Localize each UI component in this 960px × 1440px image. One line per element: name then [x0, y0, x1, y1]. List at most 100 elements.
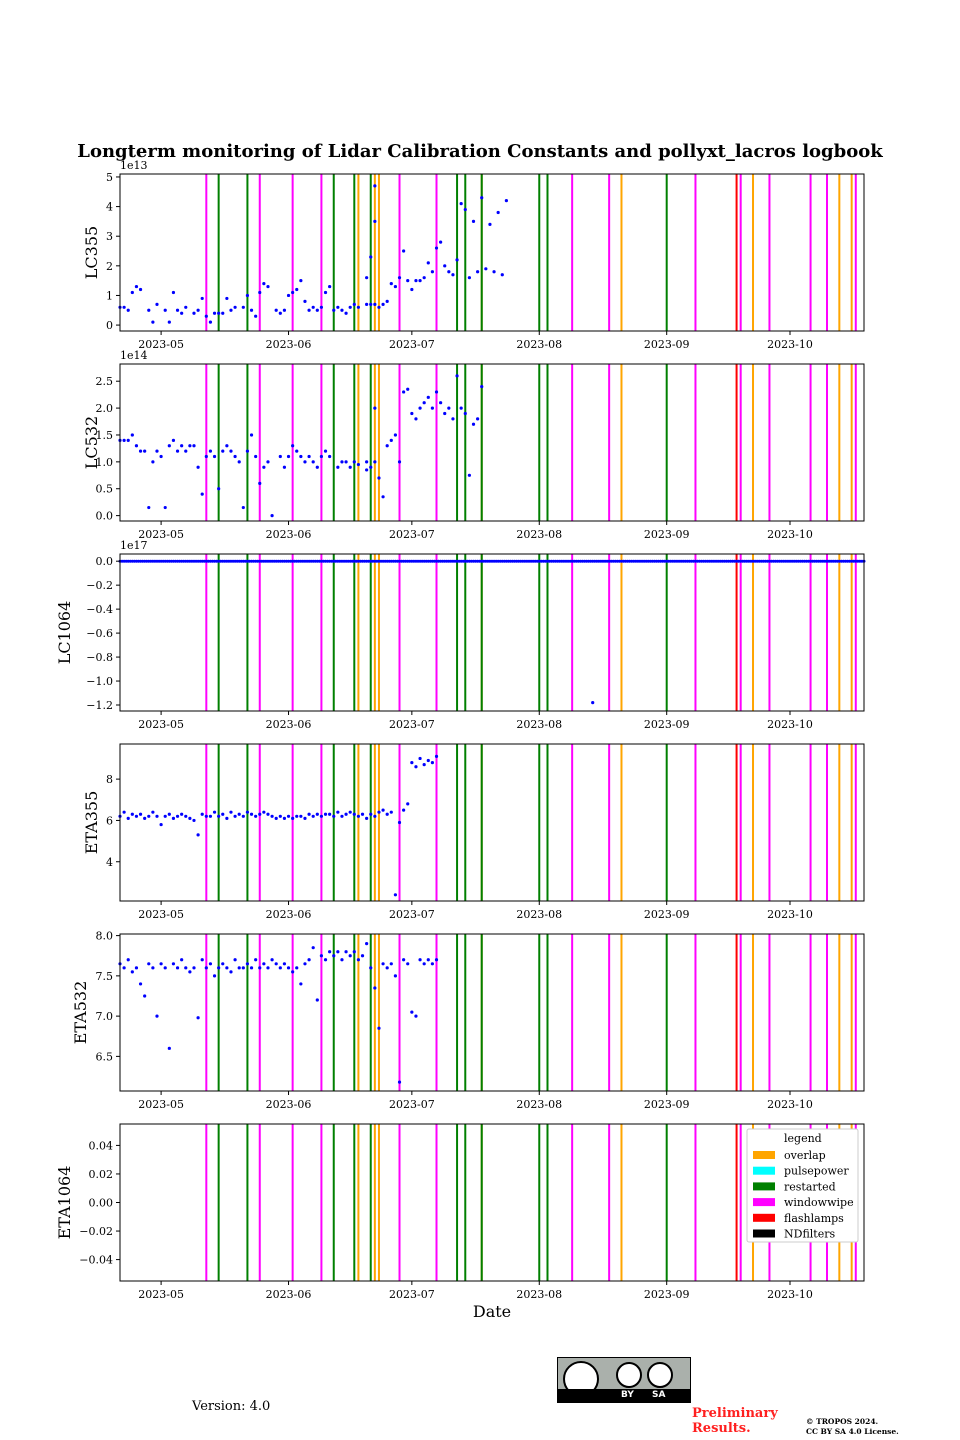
legend-swatch-overlap [753, 1151, 775, 1159]
data-point [149, 559, 153, 563]
data-point [406, 279, 410, 283]
data-point [397, 820, 402, 825]
data-point [393, 284, 398, 289]
y-tick-label: 7.0 [96, 1010, 114, 1023]
data-point [303, 962, 307, 966]
data-point [393, 559, 397, 563]
data-point [344, 950, 348, 954]
y-tick-label: 6.5 [96, 1050, 114, 1063]
data-point [465, 559, 469, 563]
data-point [120, 559, 124, 563]
data-point [482, 559, 486, 563]
data-point [319, 559, 323, 563]
data-point [677, 559, 681, 563]
data-point [196, 308, 200, 312]
data-point [287, 559, 291, 563]
data-point [134, 814, 139, 818]
x-tick-label: 2023-09 [644, 528, 690, 541]
cc-sa-label: SA [652, 1390, 666, 1400]
data-point [484, 559, 488, 563]
data-point [221, 449, 225, 453]
data-point [611, 559, 615, 563]
data-point [278, 966, 282, 970]
data-point [753, 559, 757, 563]
data-point [467, 276, 471, 280]
data-point [182, 559, 186, 563]
data-point [449, 559, 453, 563]
data-point [767, 559, 771, 563]
data-point [706, 559, 710, 563]
data-point [126, 438, 130, 442]
data-point [208, 449, 213, 453]
data-point [381, 808, 385, 812]
data-point [324, 559, 328, 563]
data-point [274, 816, 278, 820]
data-point [455, 559, 459, 563]
data-point [167, 444, 171, 448]
data-point [400, 559, 404, 563]
data-point [463, 411, 467, 416]
data-point [373, 219, 377, 223]
data-point [176, 559, 180, 563]
x-axis-label: Date [473, 1302, 511, 1321]
data-point [301, 559, 305, 563]
data-point [303, 559, 307, 563]
data-point [418, 406, 422, 410]
data-point [774, 559, 778, 563]
share-alike-icon [647, 1362, 673, 1388]
data-point [428, 559, 432, 563]
data-point [819, 559, 823, 563]
data-point [564, 559, 568, 563]
x-tick-label: 2023-09 [644, 1288, 690, 1301]
data-point [545, 559, 549, 563]
data-point [233, 958, 237, 962]
data-point [249, 433, 254, 437]
data-point [463, 559, 467, 563]
x-tick-label: 2023-06 [266, 908, 312, 921]
panel-eta355: 4 6 8 2023-05 2023-06 2023-07 2023-08 2023-09 20… [82, 743, 865, 921]
data-point [155, 559, 159, 563]
data-point [169, 559, 173, 563]
data-point [422, 276, 426, 280]
chart-title: Longterm monitoring of Lidar Calibration… [77, 141, 883, 162]
y-tick-label: −0.2 [86, 579, 113, 592]
data-point [272, 559, 276, 563]
data-point [772, 559, 776, 563]
data-point [307, 308, 311, 312]
data-point [601, 559, 605, 563]
data-point [229, 308, 233, 312]
data-point [233, 559, 237, 563]
data-point [603, 559, 607, 563]
data-point [443, 411, 447, 416]
data-point [700, 559, 704, 563]
data-point [804, 559, 808, 563]
data-point [196, 833, 200, 837]
data-point [268, 559, 272, 563]
data-point [568, 559, 572, 563]
data-point [212, 810, 217, 814]
data-point [369, 812, 373, 816]
panel-eta532: 6.5 7.0 7.5 8.0 2023-05 2023-06 2023-07 2023-08… [71, 930, 865, 1111]
data-point [262, 282, 266, 286]
data-point [523, 559, 527, 563]
data-point [811, 559, 815, 563]
data-point [184, 966, 188, 970]
data-point [443, 559, 447, 563]
data-point [249, 966, 254, 970]
data-point [136, 559, 140, 563]
data-point [406, 559, 410, 563]
y-tick-label: 5 [106, 171, 113, 184]
data-point [397, 460, 402, 464]
data-point [827, 559, 831, 563]
data-point [434, 390, 439, 394]
data-point [313, 559, 317, 563]
data-point [326, 559, 330, 563]
y-tick-label: 8 [106, 773, 113, 786]
data-point [286, 454, 291, 459]
data-point [710, 559, 714, 563]
data-point [282, 559, 286, 563]
data-point [759, 559, 763, 563]
data-point [605, 559, 609, 563]
data-point [178, 559, 182, 563]
data-point [356, 305, 361, 309]
